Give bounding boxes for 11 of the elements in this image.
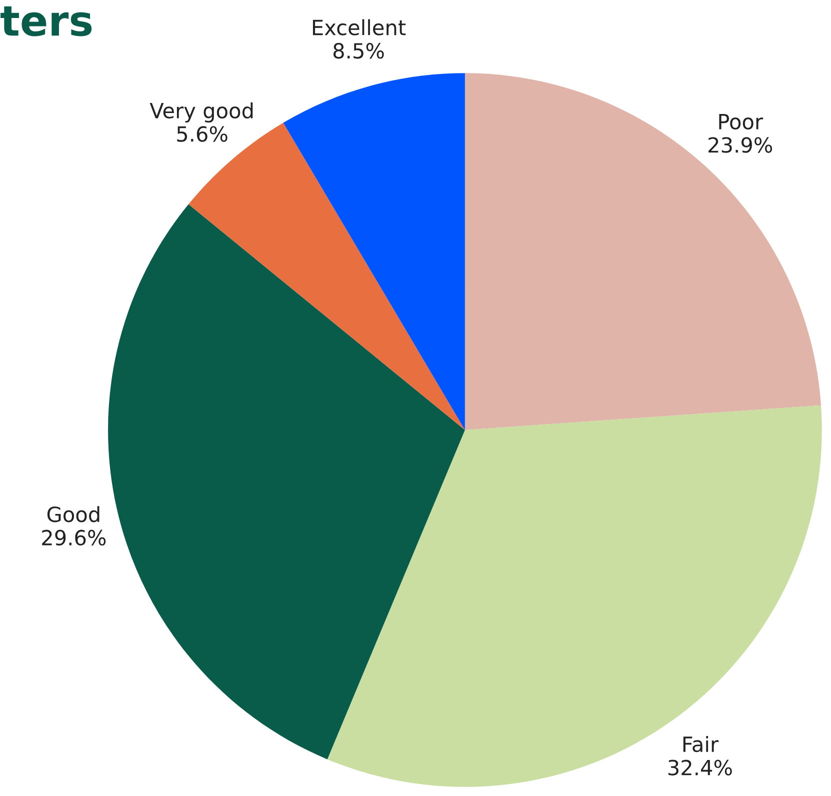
slice-label: Fair xyxy=(683,736,719,752)
slice-label: Excellent xyxy=(312,19,406,36)
data-label: 23.9% xyxy=(708,137,772,153)
slice-label: Poor xyxy=(719,114,764,130)
chart-title: ters xyxy=(0,6,92,36)
data-label: 29.6% xyxy=(42,530,106,546)
slice-label: Very good xyxy=(150,102,253,123)
data-label: 5.6% xyxy=(177,126,228,142)
data-label: 8.5% xyxy=(333,42,384,59)
data-label: 32.4% xyxy=(668,760,732,776)
slice-label: Good xyxy=(47,506,100,522)
